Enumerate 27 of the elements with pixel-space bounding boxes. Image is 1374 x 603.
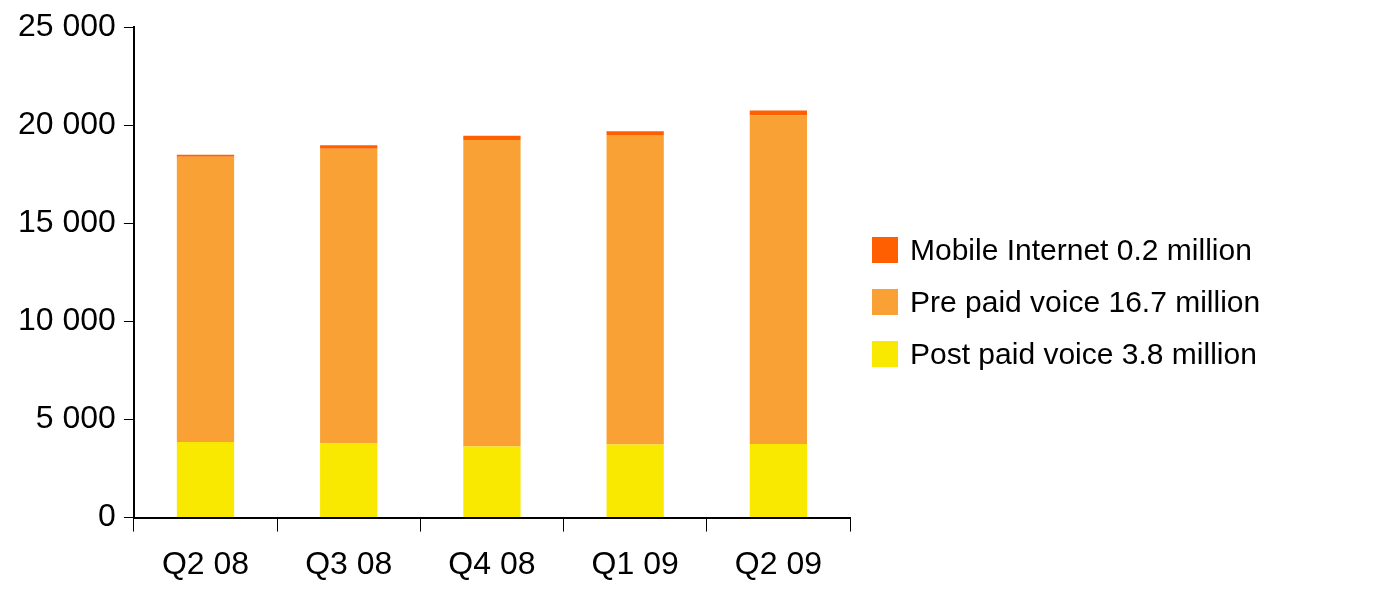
bar — [320, 145, 378, 149]
y-tick-label: 10 000 — [18, 301, 116, 338]
bar — [463, 139, 521, 447]
bar — [749, 444, 808, 518]
bar — [463, 446, 521, 518]
x-tick-label: Q3 08 — [305, 544, 393, 581]
y-tick-label: 20 000 — [18, 105, 116, 142]
y-tick-label: 0 — [98, 497, 116, 534]
x-tick-label: Q2 08 — [161, 544, 250, 581]
legend-label: Mobile Internet 0.2 million — [910, 232, 1252, 267]
bar — [606, 444, 664, 518]
legend-label: Post paid voice 3.8 million — [910, 336, 1257, 371]
x-tick-label: Q1 09 — [591, 544, 679, 581]
bar — [176, 442, 235, 518]
x-tick-label: Q4 08 — [448, 544, 536, 581]
bar — [606, 135, 664, 445]
x-tick-label: Q2 09 — [734, 544, 822, 581]
bar — [463, 135, 521, 140]
legend-label: Pre paid voice 16.7 million — [910, 284, 1261, 319]
bar — [320, 148, 378, 444]
y-tick-label: 15 000 — [18, 203, 116, 240]
bar — [606, 131, 664, 136]
bar — [749, 115, 808, 445]
bar — [176, 156, 235, 443]
bar — [320, 443, 378, 518]
y-tick-label: 5 000 — [35, 399, 116, 436]
y-tick-label: 25 000 — [18, 7, 116, 44]
